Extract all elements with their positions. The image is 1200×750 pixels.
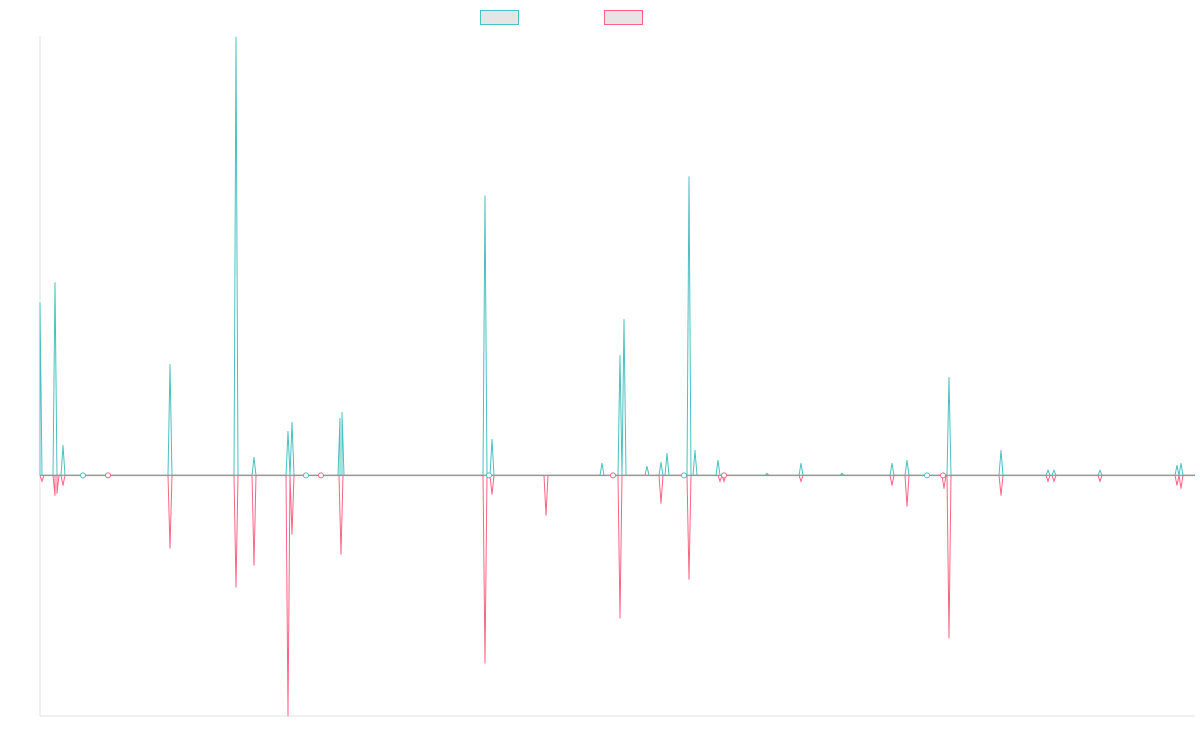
series-2-point[interactable] (800, 480, 802, 482)
series-2-point[interactable] (62, 484, 64, 486)
series-1-point[interactable] (1047, 469, 1049, 471)
series-1-point[interactable] (601, 462, 603, 464)
series-2-point[interactable] (660, 502, 662, 504)
series-2-point[interactable] (291, 533, 293, 535)
zero-point-marker[interactable] (105, 472, 111, 479)
series-2-point[interactable] (253, 564, 255, 566)
series-1-point[interactable] (169, 364, 171, 366)
zero-point-marker[interactable] (318, 472, 324, 479)
series-1-point[interactable] (1099, 469, 1101, 471)
series-1-point[interactable] (660, 461, 662, 463)
series-1-point[interactable] (1180, 462, 1182, 464)
series-2-point[interactable] (491, 493, 493, 495)
series-2-point[interactable] (1099, 480, 1101, 482)
series-2-point[interactable] (1176, 484, 1178, 486)
legend-swatch-series-1[interactable] (480, 10, 519, 25)
series-2-point[interactable] (169, 547, 171, 549)
series-1-point[interactable] (54, 282, 56, 284)
zero-point-marker[interactable] (80, 472, 86, 479)
series-2-point[interactable] (340, 553, 342, 555)
series-2-point[interactable] (545, 514, 547, 516)
zero-point-marker[interactable] (303, 472, 309, 479)
series-1-point[interactable] (62, 444, 64, 446)
legend-swatch-series-2[interactable] (604, 10, 643, 25)
series-1-point[interactable] (341, 411, 343, 413)
series-2-point[interactable] (484, 662, 486, 664)
zero-point-marker[interactable] (721, 472, 727, 479)
series-2-point[interactable] (948, 637, 950, 639)
series-1-point[interactable] (235, 36, 237, 38)
series-1-point[interactable] (1176, 464, 1178, 466)
series-1-point[interactable] (766, 472, 768, 474)
series-2-point[interactable] (1047, 480, 1049, 482)
series-1-point[interactable] (688, 176, 690, 178)
series-2-point[interactable] (723, 480, 725, 482)
zero-point-marker[interactable] (486, 472, 492, 479)
series-2-point[interactable] (1000, 494, 1002, 496)
series-1-point[interactable] (253, 456, 255, 458)
series-1-point[interactable] (948, 376, 950, 378)
series-2-point[interactable] (235, 586, 237, 588)
series-1-point[interactable] (619, 355, 621, 357)
series-1-point[interactable] (906, 459, 908, 461)
series-2-line (39, 473, 1195, 717)
series-2-point[interactable] (891, 484, 893, 486)
series-2-point[interactable] (906, 505, 908, 507)
series-2-point[interactable] (56, 492, 58, 494)
series-1-point[interactable] (287, 430, 289, 432)
series-1-point[interactable] (39, 302, 41, 304)
series-2-point[interactable] (287, 715, 289, 717)
series-1-point[interactable] (291, 421, 293, 423)
series-1-point[interactable] (717, 459, 719, 461)
zero-point-marker[interactable] (940, 472, 946, 479)
series-1-point[interactable] (666, 452, 668, 454)
series-2-point[interactable] (943, 487, 945, 489)
series-2-point[interactable] (688, 578, 690, 580)
series-1-point[interactable] (646, 465, 648, 467)
series-2-point[interactable] (41, 480, 43, 482)
series-1-point[interactable] (891, 462, 893, 464)
series-1-point[interactable] (484, 195, 486, 197)
series-1-point[interactable] (1053, 469, 1055, 471)
series-1-point[interactable] (339, 417, 341, 419)
series-2-point[interactable] (719, 480, 721, 482)
zero-point-marker[interactable] (681, 472, 687, 479)
series-2-point[interactable] (1053, 480, 1055, 482)
series-1-point[interactable] (800, 462, 802, 464)
series-2-point[interactable] (619, 617, 621, 619)
series-1-point[interactable] (1000, 449, 1002, 451)
zero-point-marker[interactable] (924, 472, 930, 479)
series-1-point[interactable] (694, 449, 696, 451)
series-1-point[interactable] (841, 472, 843, 474)
series-1-line (39, 36, 1195, 476)
series-2-point[interactable] (1180, 487, 1182, 489)
series-2-point[interactable] (54, 494, 56, 496)
zero-point-marker[interactable] (610, 472, 616, 479)
series-1-point[interactable] (491, 438, 493, 440)
series-1-point[interactable] (623, 319, 625, 321)
